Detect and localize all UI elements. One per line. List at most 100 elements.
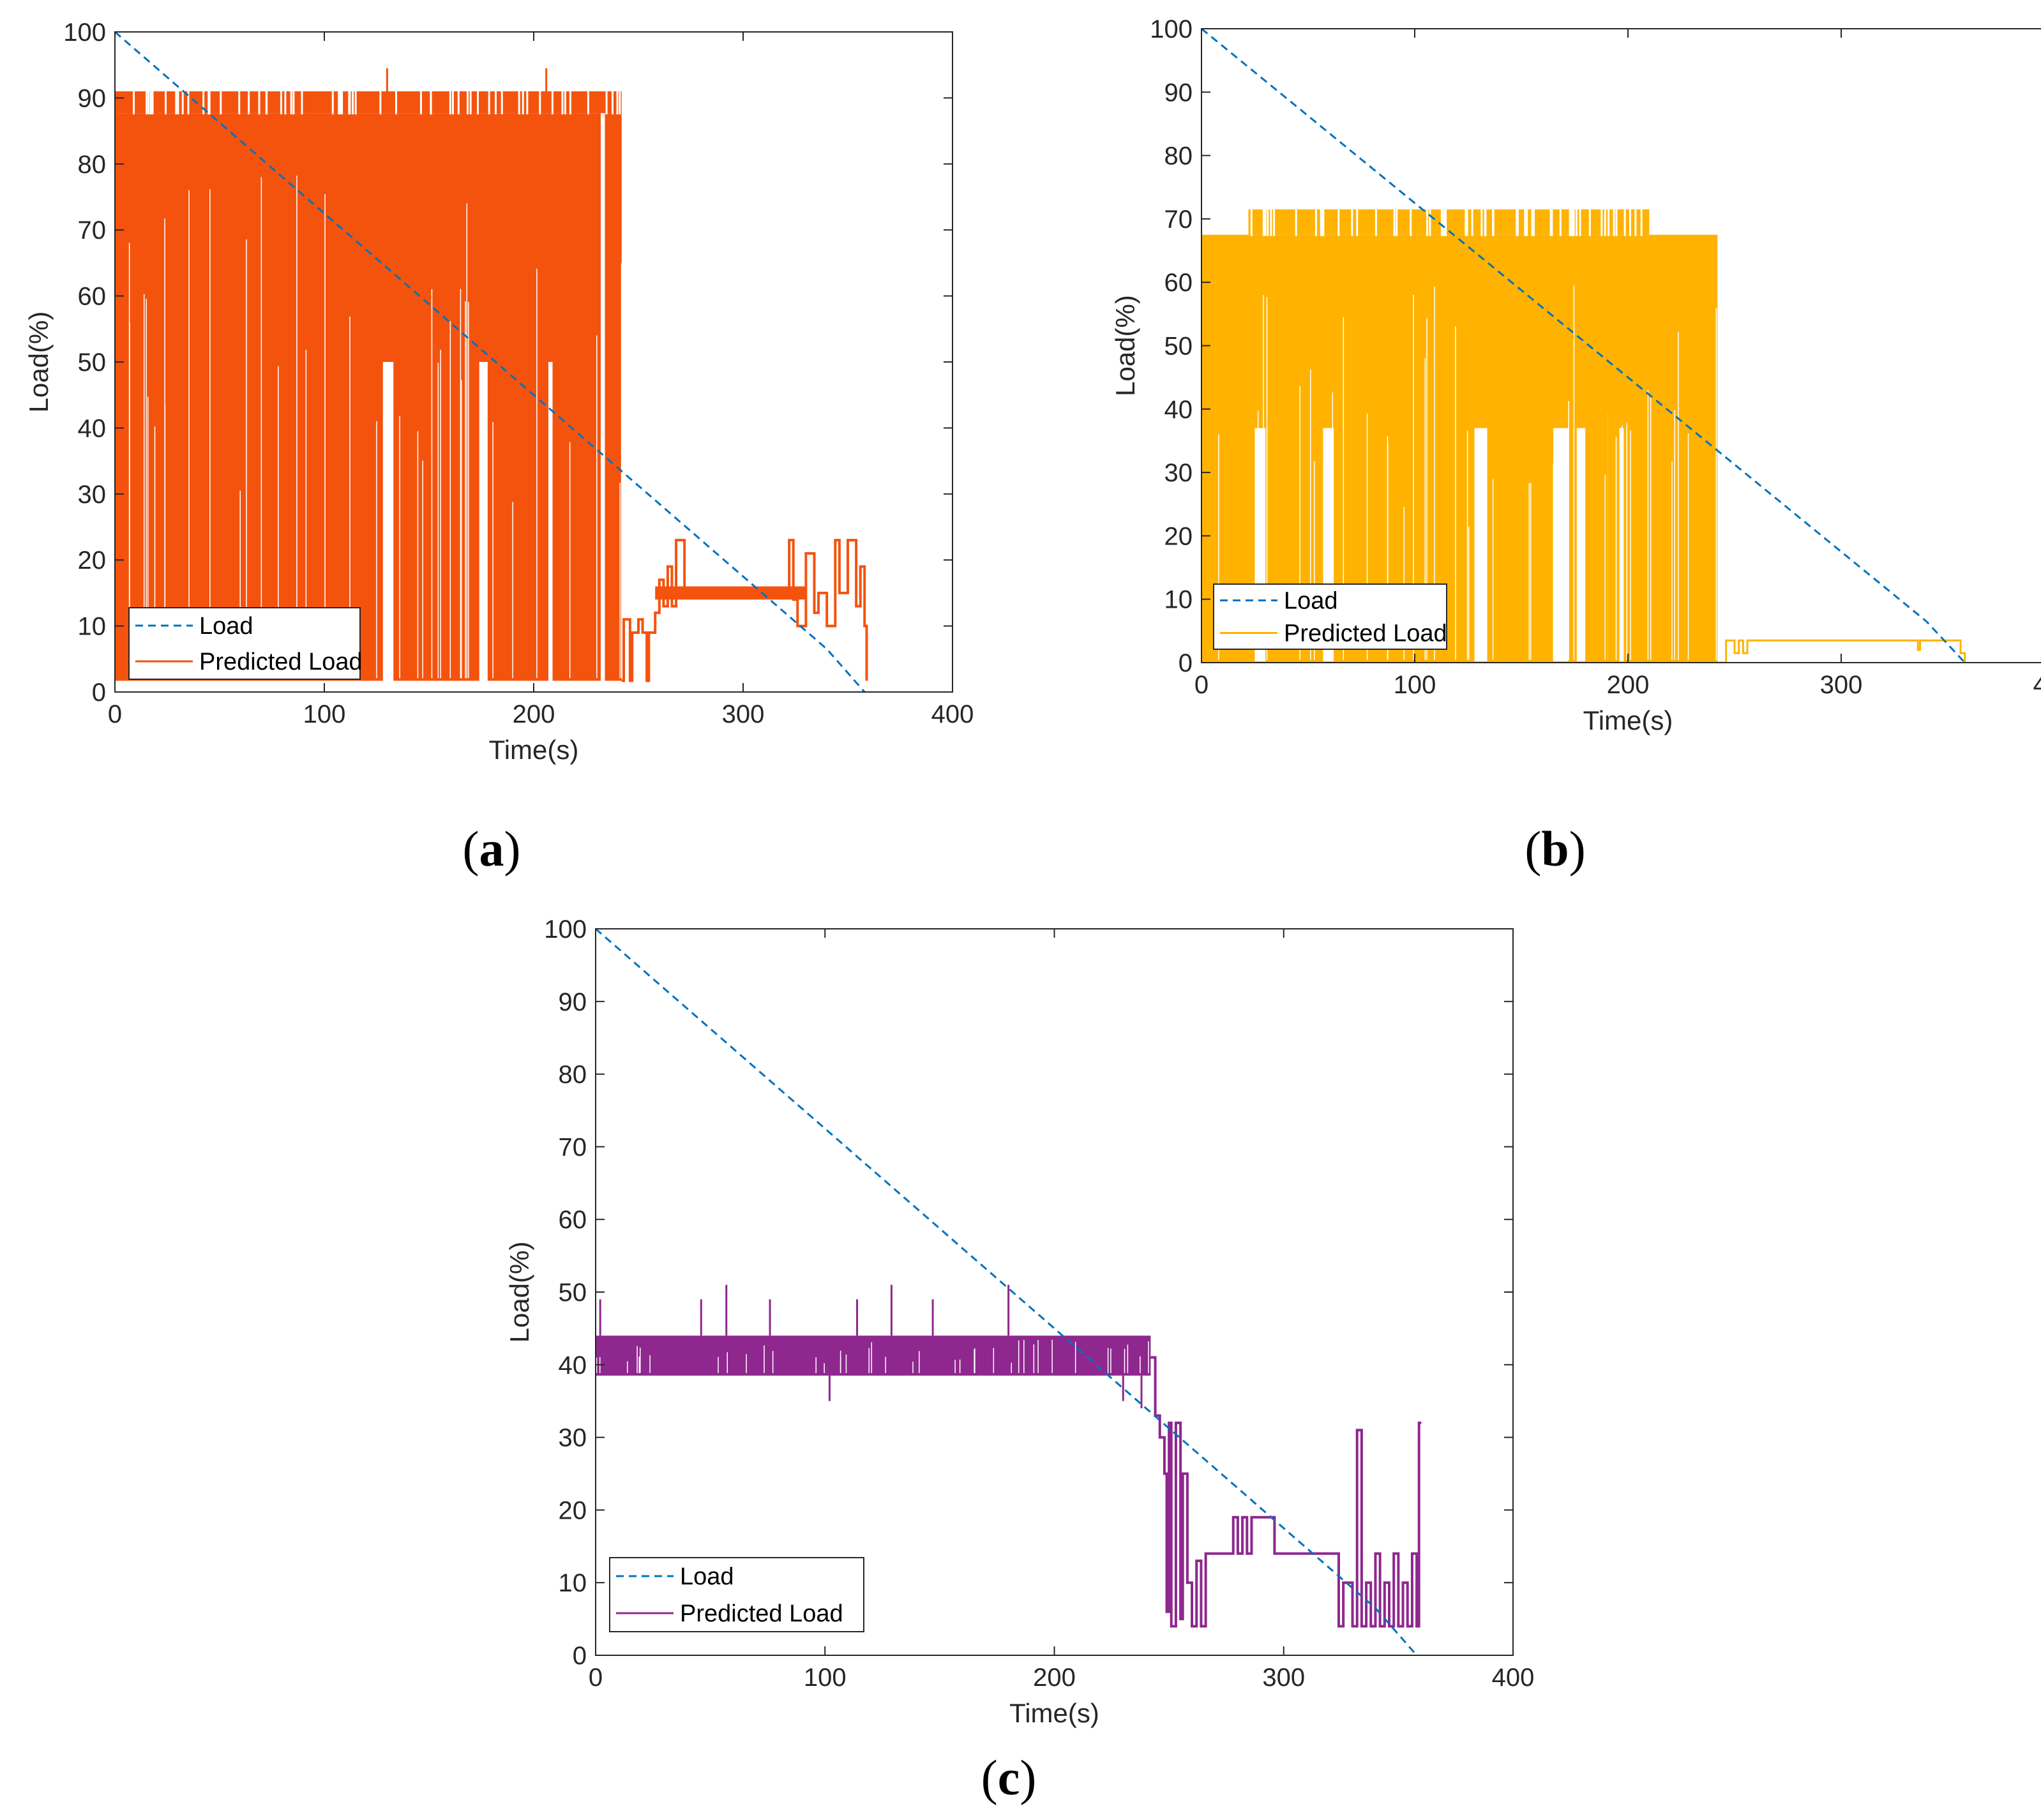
predicted-load-notch <box>1608 209 1610 236</box>
legend-box <box>128 607 361 680</box>
predicted-load-notch <box>1356 209 1359 236</box>
y-tick-label: 60 <box>78 283 107 311</box>
y-axis-label: Load(%) <box>504 1242 534 1343</box>
chart-a: 0 100 200 300 400 0 10 20 30 40 50 60 70 80 90 100 Time(… <box>24 19 974 765</box>
y-axis-label: Load(%) <box>1110 295 1140 396</box>
predicted-load-notch <box>1429 209 1431 236</box>
predicted-load-notch <box>1321 209 1323 236</box>
x-tick-label: 400 <box>1492 1664 1535 1692</box>
predicted-load-notch <box>1374 209 1377 236</box>
x-axis-label: Time(s) <box>489 735 579 765</box>
predicted-load-notch <box>1267 209 1269 236</box>
y-tick-label: 20 <box>1164 522 1193 550</box>
legend: Load Predicted Load <box>609 1557 864 1632</box>
predicted-load-notch <box>133 91 135 115</box>
predicted-load-notch <box>1531 209 1533 236</box>
predicted-load-notch <box>1443 209 1446 236</box>
y-tick-label: 90 <box>1164 79 1193 107</box>
y-tick-label: 70 <box>1164 206 1193 234</box>
chart-panel-a: 0 100 200 300 400 0 10 20 30 40 50 60 70 80 90 100 Time(… <box>0 0 996 798</box>
legend-predicted-label: Predicted Load <box>1284 620 1447 647</box>
predicted-load-notch <box>467 91 469 115</box>
predicted-load-notch <box>1516 209 1518 236</box>
predicted-load-notch <box>147 91 150 115</box>
predicted-load-notch <box>1516 209 1519 236</box>
predicted-load-notch <box>430 91 432 115</box>
y-tick-label: 60 <box>559 1206 587 1234</box>
x-tick-label: 300 <box>1820 671 1863 699</box>
predicted-load-notch <box>1615 209 1618 236</box>
predicted-load-notch <box>338 91 340 115</box>
predicted-load-notch <box>1273 209 1276 236</box>
predicted-load-notch <box>605 91 608 115</box>
y-tick-label: 10 <box>559 1569 587 1597</box>
predicted-load-notch <box>1337 209 1340 236</box>
predicted-load-notch <box>476 91 479 115</box>
x-tick-label: 100 <box>303 700 346 728</box>
legend-load-label: Load <box>1284 588 1338 615</box>
y-tick-label: 40 <box>78 414 107 442</box>
x-tick-label: 200 <box>1033 1664 1076 1692</box>
predicted-load-notch <box>146 91 148 115</box>
predicted-load-tail-line <box>1150 1356 1422 1628</box>
predicted-load-notch <box>449 91 451 115</box>
predicted-load-notch <box>1549 209 1552 236</box>
predicted-load-notch <box>354 91 357 115</box>
plot-series-group <box>596 929 1422 1655</box>
chart-b: 0 100 200 300 400 0 10 20 30 40 50 60 70 80 90 100 Time(… <box>1110 15 2041 735</box>
predicted-load-notch <box>1440 209 1443 236</box>
predicted-load-notch <box>1443 209 1445 236</box>
predicted-load-notch <box>1351 209 1353 236</box>
y-tick-label: 30 <box>78 481 107 509</box>
x-axis-label: Time(s) <box>1009 1698 1099 1728</box>
y-tick-label: 70 <box>78 216 107 244</box>
y-tick-label: 60 <box>1164 269 1193 297</box>
y-tick-label: 80 <box>559 1061 587 1089</box>
predicted-load-notch <box>181 91 184 115</box>
load-line <box>115 32 866 692</box>
legend-predicted-label: Predicted Load <box>199 649 363 675</box>
predicted-load-notch <box>1623 209 1626 236</box>
x-tick-label: 200 <box>513 700 555 728</box>
y-tick-label: 20 <box>78 546 107 575</box>
predicted-load-notch <box>1613 209 1615 236</box>
x-tick-label: 400 <box>931 700 974 728</box>
predicted-load-notch <box>395 91 398 115</box>
chart-panel-b: 0 100 200 300 400 0 10 20 30 40 50 60 70 80 90 100 Time(… <box>1021 0 2041 798</box>
predicted-load-notch <box>551 91 554 115</box>
predicted-load-notch <box>352 91 354 115</box>
y-tick-label: 100 <box>63 19 106 47</box>
legend-predicted-label: Predicted Load <box>680 1600 843 1627</box>
predicted-load-gap <box>1576 428 1586 661</box>
predicted-load-notch <box>187 91 190 115</box>
predicted-load-gap <box>1619 428 1624 661</box>
legend-box <box>1213 583 1447 650</box>
predicted-load-notch <box>258 91 260 115</box>
predicted-load-notch <box>1466 209 1468 236</box>
predicted-load-notch <box>379 91 382 115</box>
predicted-load-notch <box>1314 209 1317 236</box>
predicted-load-notch <box>284 91 287 115</box>
predicted-load-notch <box>1426 209 1429 236</box>
x-tick-label: 100 <box>804 1664 847 1692</box>
y-tick-label: 100 <box>1150 15 1193 43</box>
legend-box <box>609 1557 864 1632</box>
predicted-load-notch <box>208 91 211 115</box>
predicted-load-notch <box>1320 209 1322 236</box>
chart-panel-c: 0 100 200 300 400 0 10 20 30 40 50 60 70 80 90 100 Time(… <box>479 894 1564 1756</box>
predicted-load-notch <box>1250 209 1253 236</box>
predicted-load-notch <box>1484 209 1486 236</box>
predicted-load-notch <box>1524 209 1526 236</box>
predicted-load-notch <box>175 91 177 115</box>
predicted-load-notch <box>220 91 222 115</box>
predicted-load-notch <box>1526 209 1528 236</box>
predicted-load-notch <box>469 91 472 115</box>
chart-c: 0 100 200 300 400 0 10 20 30 40 50 60 70 80 90 100 Time(… <box>504 915 1535 1728</box>
predicted-load-notch <box>1465 209 1467 236</box>
predicted-load-notch <box>1322 209 1325 236</box>
predicted-load-notch <box>1572 209 1575 236</box>
predicted-load-notch <box>1262 209 1265 236</box>
predicted-load-notch <box>1410 209 1412 236</box>
predicted-load-notch <box>494 91 497 115</box>
plot-series-group <box>115 32 868 692</box>
